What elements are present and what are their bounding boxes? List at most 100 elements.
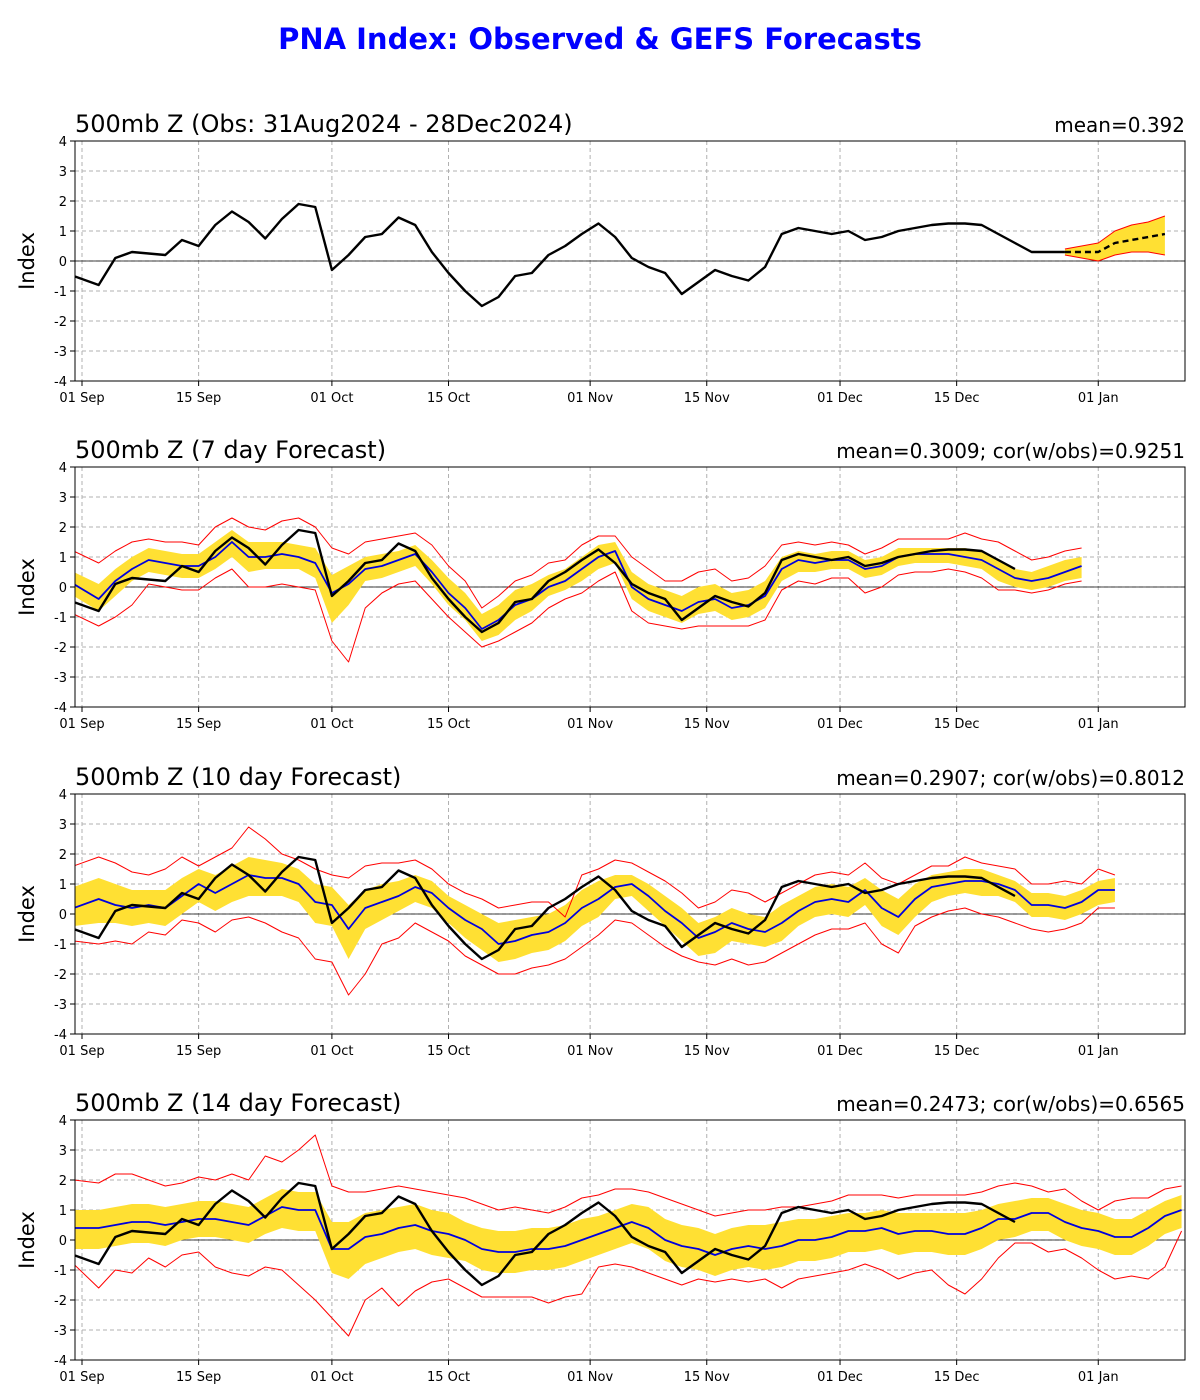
x-tick-label: 15 Nov — [684, 1044, 730, 1059]
y-tick-label: -3 — [54, 671, 67, 686]
x-tick-label: 01 Oct — [310, 391, 353, 406]
y-tick-label: 0 — [59, 255, 67, 270]
y-tick-label: -4 — [54, 701, 67, 716]
forecast-mean-line — [1064, 232, 1166, 254]
y-tick-label: 3 — [59, 491, 67, 506]
ensemble-max-line — [75, 1134, 1182, 1217]
y-tick-label: -4 — [54, 1028, 67, 1043]
x-tick-label: 15 Sep — [176, 1370, 221, 1385]
x-tick-label: 01 Dec — [817, 391, 863, 406]
ensemble-min-line — [75, 1230, 1183, 1337]
x-tick-label: 01 Oct — [310, 1370, 353, 1385]
y-tick-label: 4 — [59, 461, 67, 476]
x-tick-label: 01 Sep — [59, 1370, 104, 1385]
y-tick-label: -3 — [54, 998, 67, 1013]
x-tick-label: 15 Dec — [934, 717, 980, 732]
y-tick-label: 1 — [59, 878, 67, 893]
panel-4: 500mb Z (14 day Forecast) mean=0.2473; co… — [15, 1089, 1186, 1385]
ensemble-spread-band — [75, 857, 1115, 962]
x-tick-label: 15 Dec — [934, 1370, 980, 1385]
panel-1: 500mb Z (Obs: 31Aug2024 - 28Dec2024) mean… — [15, 110, 1186, 406]
plot-area — [75, 517, 1185, 663]
x-tick-label: 15 Oct — [427, 717, 470, 732]
forecast-spread-band — [1064, 216, 1165, 261]
panel-stat: mean=0.3009; cor(w/obs)=0.9251 — [836, 439, 1185, 463]
x-tick-label: 01 Nov — [567, 1370, 613, 1385]
x-tick-label: 15 Dec — [934, 1044, 980, 1059]
y-tick-label: -2 — [54, 641, 67, 656]
x-tick-label: 15 Nov — [684, 717, 730, 732]
y-tick-label: -3 — [54, 345, 67, 360]
plot-frame — [74, 793, 1186, 1035]
panel-title: 500mb Z (7 day Forecast) — [75, 436, 386, 464]
x-tick-label: 15 Dec — [934, 391, 980, 406]
x-tick-label: 01 Sep — [59, 391, 104, 406]
observed-line — [75, 202, 1065, 308]
y-axis-label: Index — [15, 558, 39, 616]
y-tick-label: 2 — [59, 848, 67, 863]
y-tick-label: 1 — [59, 551, 67, 566]
ensemble-mean-line — [75, 874, 1115, 945]
x-tick-label: 01 Oct — [310, 1044, 353, 1059]
y-tick-label: 1 — [59, 225, 67, 240]
y-tick-label: -4 — [54, 375, 67, 390]
panel-title: 500mb Z (Obs: 31Aug2024 - 28Dec2024) — [75, 110, 573, 138]
x-tick-label: 15 Oct — [427, 1370, 470, 1385]
x-tick-label: 01 Jan — [1078, 1044, 1119, 1059]
plot-area — [75, 826, 1185, 996]
x-tick-label: 01 Dec — [817, 1044, 863, 1059]
x-tick-label: 01 Jan — [1078, 717, 1119, 732]
y-tick-label: -1 — [54, 285, 67, 300]
x-tick-label: 15 Sep — [176, 1044, 221, 1059]
observed-line — [75, 528, 1016, 634]
panel-title: 500mb Z (10 day Forecast) — [75, 763, 401, 791]
x-tick-label: 01 Sep — [59, 1044, 104, 1059]
y-tick-label: -2 — [54, 315, 67, 330]
forecast-lower-line — [1064, 251, 1165, 262]
panel-title: 500mb Z (14 day Forecast) — [75, 1089, 401, 1117]
ensemble-spread-band — [75, 530, 1082, 641]
y-axis-label: Index — [15, 232, 39, 290]
y-tick-label: -2 — [54, 1294, 67, 1309]
x-tick-label: 15 Nov — [684, 1370, 730, 1385]
x-tick-label: 01 Nov — [567, 717, 613, 732]
plot-area — [75, 1134, 1185, 1337]
y-tick-label: 1 — [59, 1204, 67, 1219]
y-tick-label: 4 — [59, 788, 67, 803]
x-tick-label: 01 Dec — [817, 1370, 863, 1385]
y-tick-label: -2 — [54, 968, 67, 983]
observed-line — [75, 1181, 1016, 1287]
ensemble-max-line — [75, 517, 1082, 609]
y-tick-label: 0 — [59, 581, 67, 596]
plot-area — [75, 202, 1185, 308]
ensemble-min-line — [75, 907, 1115, 996]
ensemble-min-line — [75, 568, 1082, 663]
x-tick-label: 01 Jan — [1078, 1370, 1119, 1385]
x-tick-label: 15 Sep — [176, 717, 221, 732]
ensemble-max-line — [75, 826, 1116, 918]
y-tick-label: 3 — [59, 818, 67, 833]
x-tick-label: 15 Oct — [427, 391, 470, 406]
plot-frame — [74, 1119, 1186, 1361]
x-tick-label: 01 Dec — [817, 717, 863, 732]
y-tick-label: 3 — [59, 165, 67, 180]
y-tick-label: -1 — [54, 938, 67, 953]
panel-stat: mean=0.392 — [1054, 113, 1185, 137]
plot-frame — [74, 466, 1186, 708]
x-tick-label: 01 Nov — [567, 391, 613, 406]
ensemble-spread-band — [75, 1189, 1182, 1279]
x-tick-label: 01 Sep — [59, 717, 104, 732]
y-tick-label: -3 — [54, 1324, 67, 1339]
panel-stat: mean=0.2473; cor(w/obs)=0.6565 — [836, 1092, 1185, 1116]
y-tick-label: 0 — [59, 908, 67, 923]
page-title: PNA Index: Observed & GEFS Forecasts — [278, 22, 922, 56]
forecast-upper-line — [1064, 215, 1166, 250]
plot-frame — [74, 140, 1186, 382]
y-tick-label: -4 — [54, 1354, 67, 1369]
y-tick-label: 4 — [59, 1114, 67, 1129]
x-tick-label: 15 Nov — [684, 391, 730, 406]
x-tick-label: 15 Sep — [176, 391, 221, 406]
observed-line — [75, 855, 1016, 961]
